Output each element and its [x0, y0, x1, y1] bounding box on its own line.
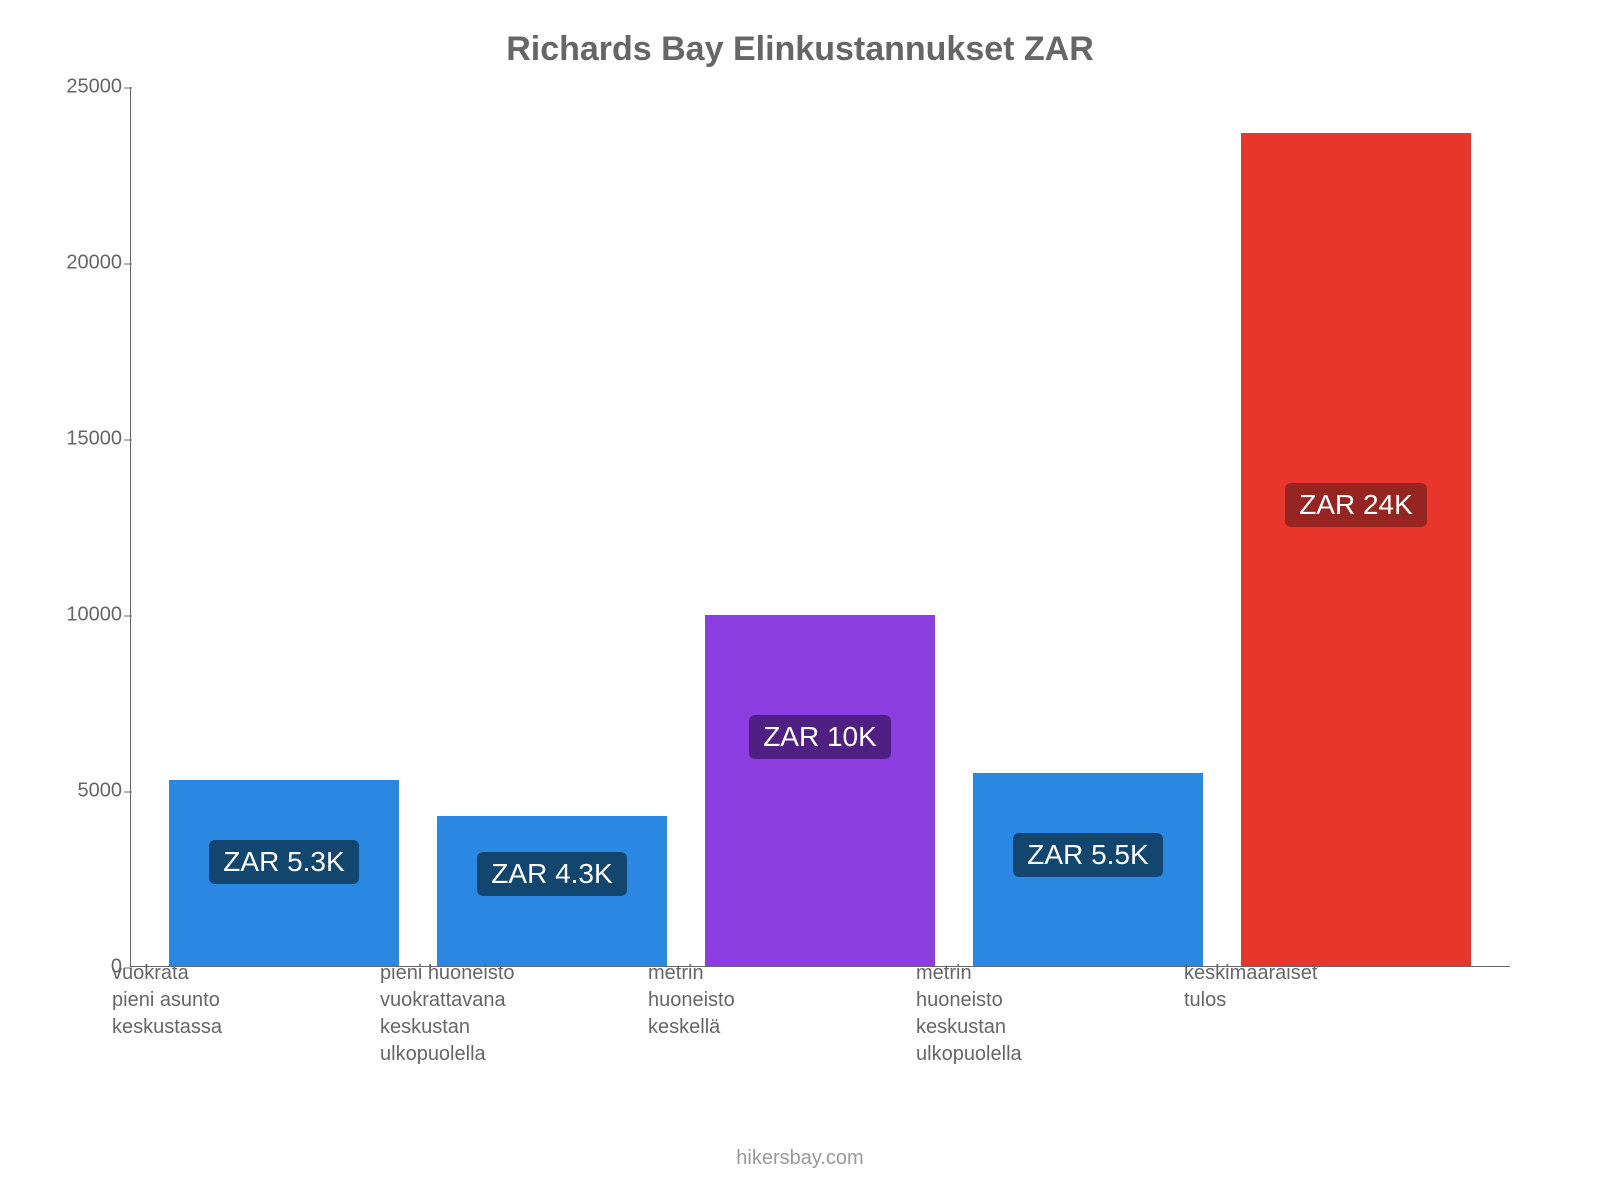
chart-container: Richards Bay Elinkustannukset ZAR 050001…: [0, 0, 1600, 1200]
x-axis-label: vuokrata pieni asunto keskustassa: [90, 960, 358, 1068]
bar: ZAR 4.3K: [437, 816, 667, 967]
x-axis-label: metrin huoneisto keskellä: [626, 960, 894, 1068]
y-tick: 15000: [60, 428, 122, 451]
bar-slot: ZAR 4.3K: [418, 87, 686, 967]
attribution-text: hikersbay.com: [0, 1147, 1600, 1170]
y-tick: 20000: [60, 252, 122, 275]
bar-slot: ZAR 5.3K: [150, 87, 418, 967]
bar-slot: ZAR 24K: [1222, 87, 1490, 967]
y-tick: 10000: [60, 604, 122, 627]
bar: ZAR 10K: [705, 615, 935, 967]
x-axis-labels: vuokrata pieni asunto keskustassapieni h…: [70, 960, 1450, 1068]
y-axis: 0500010000150002000025000: [60, 87, 130, 967]
bar: ZAR 5.5K: [973, 773, 1203, 967]
bar-value-label: ZAR 5.5K: [1013, 833, 1162, 877]
bars-group: ZAR 5.3K ZAR 4.3K ZAR 10K ZAR 5.5K ZAR 24K: [130, 87, 1510, 967]
bar: ZAR 5.3K: [169, 780, 399, 967]
plot-area: 0500010000150002000025000 ZAR 5.3KZAR 4.…: [130, 87, 1510, 967]
bar-value-label: ZAR 10K: [749, 715, 891, 759]
bar: ZAR 24K: [1241, 133, 1471, 967]
y-tick: 25000: [60, 76, 122, 99]
bar-slot: ZAR 10K: [686, 87, 954, 967]
x-axis-label: metrin huoneisto keskustan ulkopuolella: [894, 960, 1162, 1068]
bar-value-label: ZAR 5.3K: [209, 840, 358, 884]
y-tick: 5000: [60, 780, 122, 803]
bar-value-label: ZAR 4.3K: [477, 852, 626, 896]
bar-value-label: ZAR 24K: [1285, 483, 1427, 527]
bar-slot: ZAR 5.5K: [954, 87, 1222, 967]
x-axis-label: pieni huoneisto vuokrattavana keskustan …: [358, 960, 626, 1068]
x-axis-label: keskimääräiset tulos: [1162, 960, 1430, 1068]
chart-title: Richards Bay Elinkustannukset ZAR: [60, 30, 1540, 69]
